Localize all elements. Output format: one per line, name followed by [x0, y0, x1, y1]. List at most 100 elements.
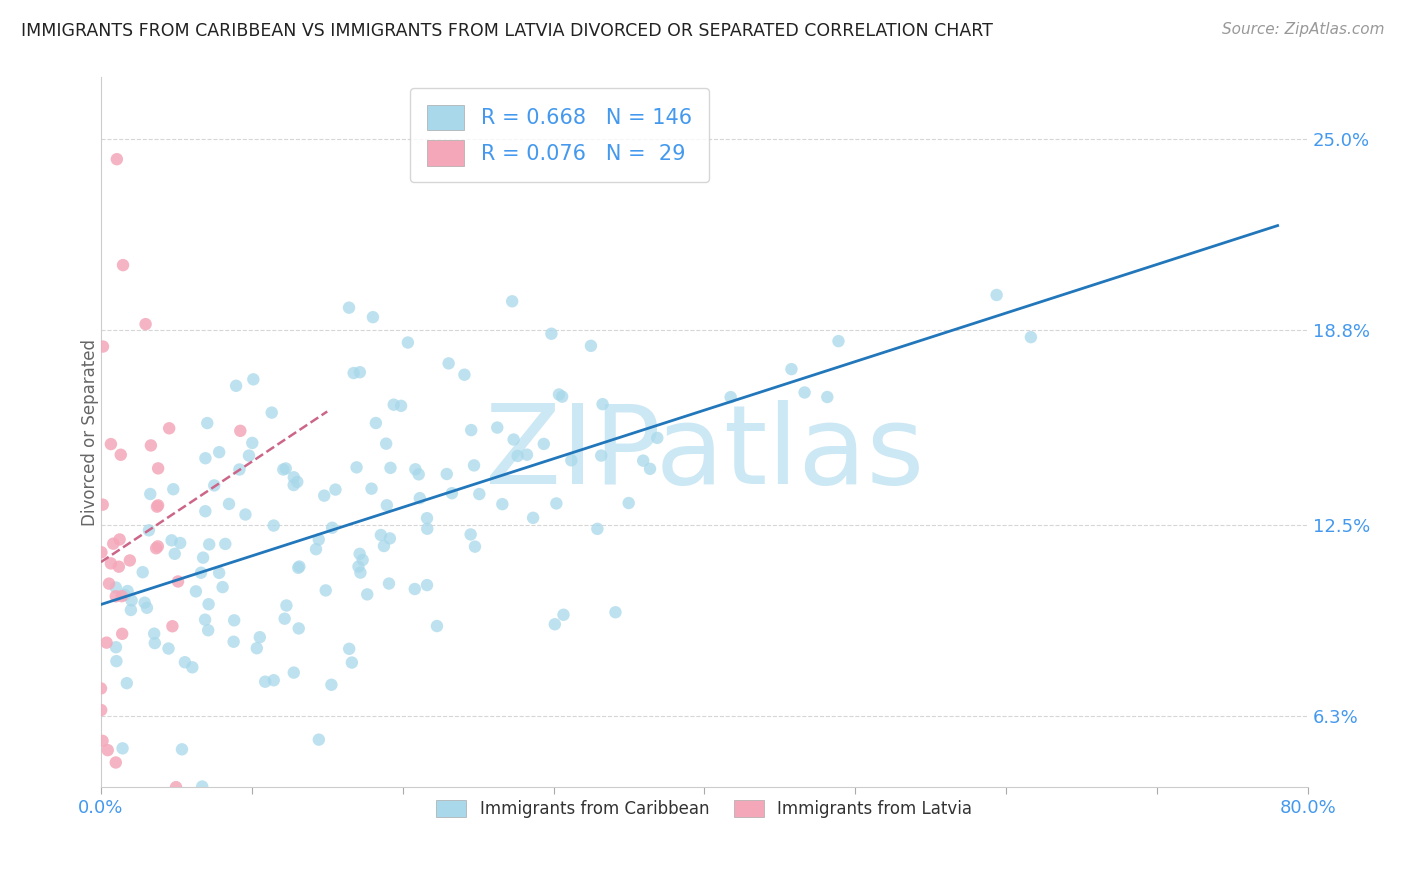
Point	[548, 387, 571, 401]
Point	[551, 390, 574, 404]
Point	[218, 497, 240, 511]
Point	[553, 607, 575, 622]
Point	[375, 498, 398, 512]
Point	[240, 436, 263, 450]
Point	[146, 500, 169, 514]
Point	[225, 379, 247, 393]
Point	[181, 660, 204, 674]
Point	[349, 547, 371, 561]
Point	[271, 462, 294, 476]
Point	[314, 489, 336, 503]
Legend: Immigrants from Caribbean, Immigrants from Latvia: Immigrants from Caribbean, Immigrants fr…	[430, 794, 979, 825]
Point	[986, 288, 1008, 302]
Point	[242, 372, 264, 386]
Point	[145, 541, 167, 556]
Point	[516, 448, 538, 462]
Point	[195, 416, 218, 430]
Point	[202, 478, 225, 492]
Point	[111, 589, 134, 603]
Point	[378, 532, 401, 546]
Point	[349, 365, 371, 379]
Point	[426, 619, 449, 633]
Point	[249, 630, 271, 644]
Point	[110, 448, 132, 462]
Point	[283, 478, 305, 492]
Point	[146, 499, 169, 513]
Point	[104, 756, 127, 770]
Point	[416, 522, 439, 536]
Point	[285, 475, 308, 489]
Point	[229, 424, 252, 438]
Point	[163, 547, 186, 561]
Point	[91, 498, 114, 512]
Point	[404, 462, 426, 476]
Point	[605, 605, 627, 619]
Point	[287, 561, 309, 575]
Point	[143, 626, 166, 640]
Point	[315, 583, 337, 598]
Point	[260, 406, 283, 420]
Point	[134, 596, 156, 610]
Point	[224, 613, 246, 627]
Point	[194, 504, 217, 518]
Point	[283, 470, 305, 484]
Point	[645, 431, 668, 445]
Point	[131, 565, 153, 579]
Point	[90, 703, 112, 717]
Point	[108, 533, 131, 547]
Point	[349, 566, 371, 580]
Point	[100, 557, 122, 571]
Point	[90, 681, 112, 696]
Point	[197, 597, 219, 611]
Point	[98, 576, 121, 591]
Point	[347, 559, 370, 574]
Point	[273, 612, 295, 626]
Point	[214, 537, 236, 551]
Point	[404, 582, 426, 596]
Point	[91, 734, 114, 748]
Point	[165, 780, 187, 794]
Point	[356, 587, 378, 601]
Point	[416, 511, 439, 525]
Point	[162, 619, 184, 633]
Point	[308, 533, 330, 547]
Point	[246, 641, 269, 656]
Point	[117, 584, 139, 599]
Point	[191, 550, 214, 565]
Point	[263, 673, 285, 688]
Point	[321, 678, 343, 692]
Point	[115, 676, 138, 690]
Point	[97, 743, 120, 757]
Point	[617, 496, 640, 510]
Point	[378, 576, 401, 591]
Point	[586, 522, 609, 536]
Point	[592, 397, 614, 411]
Point	[111, 741, 134, 756]
Point	[352, 553, 374, 567]
Point	[91, 339, 114, 353]
Point	[170, 742, 193, 756]
Point	[121, 593, 143, 607]
Point	[138, 524, 160, 538]
Point	[468, 487, 491, 501]
Point	[631, 453, 654, 467]
Point	[373, 539, 395, 553]
Point	[104, 640, 127, 655]
Point	[416, 578, 439, 592]
Point	[198, 537, 221, 551]
Point	[308, 732, 330, 747]
Point	[522, 511, 544, 525]
Point	[254, 674, 277, 689]
Point	[506, 449, 529, 463]
Point	[108, 559, 131, 574]
Point	[464, 540, 486, 554]
Point	[139, 438, 162, 452]
Point	[815, 390, 838, 404]
Text: Source: ZipAtlas.com: Source: ZipAtlas.com	[1222, 22, 1385, 37]
Point	[104, 589, 127, 603]
Point	[533, 437, 555, 451]
Point	[337, 301, 360, 315]
Point	[544, 617, 567, 632]
Point	[139, 487, 162, 501]
Point	[408, 467, 430, 482]
